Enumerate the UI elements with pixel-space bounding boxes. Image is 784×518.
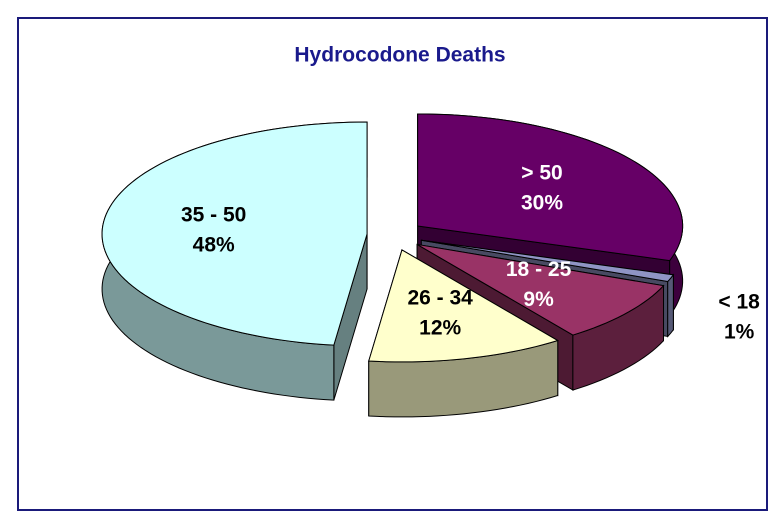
slice bbox=[421, 239, 675, 282]
slice-value-label: 1% bbox=[724, 320, 755, 343]
slice bbox=[368, 249, 559, 363]
slice-value-label: 48% bbox=[193, 234, 235, 257]
slice bbox=[416, 243, 665, 336]
slice-label: < 18 bbox=[718, 290, 760, 313]
chart-title: Hydrocodone Deaths bbox=[294, 44, 505, 67]
slice bbox=[101, 121, 368, 346]
slice-value-label: 30% bbox=[521, 191, 563, 214]
slice-label: > 50 bbox=[521, 161, 562, 184]
slice-label: 35 - 50 bbox=[181, 204, 246, 227]
slice-label: 26 - 34 bbox=[407, 286, 473, 309]
slice bbox=[417, 113, 684, 262]
slice-value-label: 9% bbox=[523, 288, 554, 311]
slice-value-label: 12% bbox=[419, 316, 461, 339]
slice-side bbox=[667, 273, 674, 338]
slice-label: 18 - 25 bbox=[506, 258, 572, 281]
